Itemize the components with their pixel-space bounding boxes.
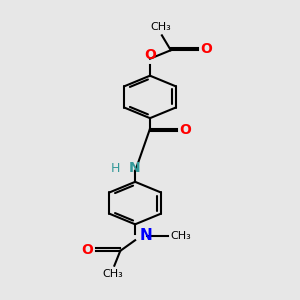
Text: CH₃: CH₃ [103, 269, 123, 279]
Text: O: O [144, 48, 156, 62]
Text: CH₃: CH₃ [150, 22, 171, 32]
Text: N: N [129, 161, 141, 175]
Text: CH₃: CH₃ [171, 231, 192, 241]
Text: O: O [82, 243, 94, 257]
Text: N: N [140, 229, 152, 244]
Text: O: O [200, 42, 212, 56]
Text: O: O [180, 123, 192, 137]
Text: H: H [111, 161, 120, 175]
